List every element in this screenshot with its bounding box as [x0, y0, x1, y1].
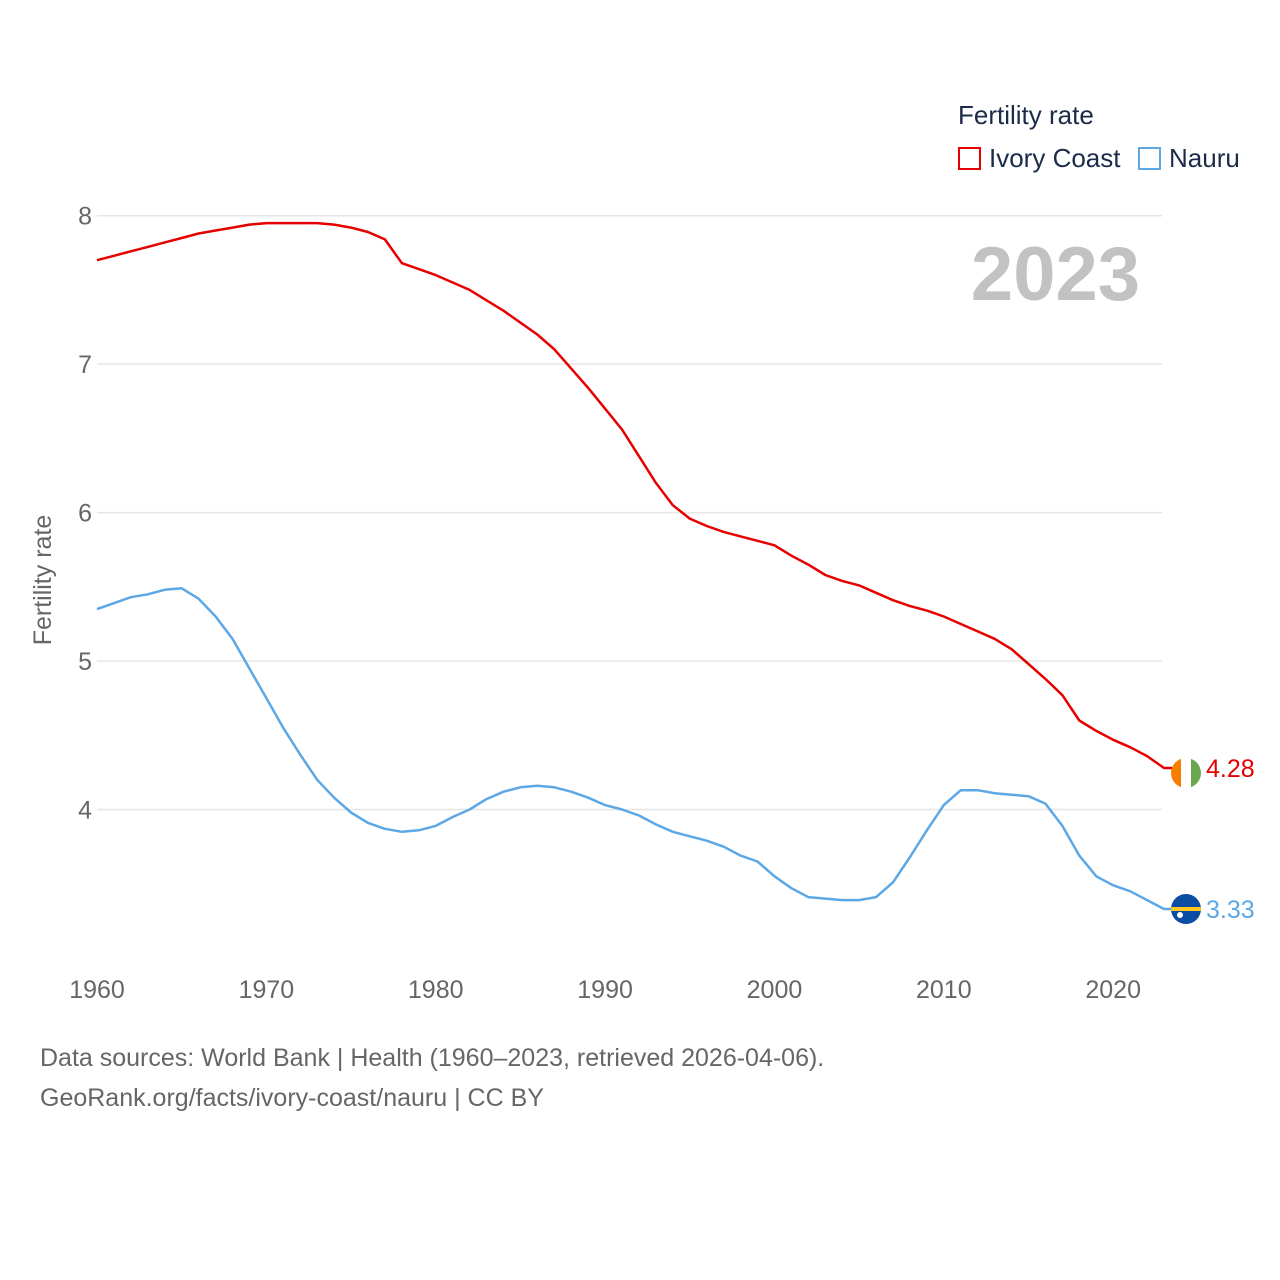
- nauru-flag-icon: [1171, 894, 1201, 924]
- footer-source: Data sources: World Bank | Health (1960–…: [40, 1044, 825, 1072]
- legend-swatch-nauru: [1138, 147, 1161, 170]
- end-value-label-ivory-coast: 4.28: [1206, 755, 1255, 783]
- end-value-label-nauru: 3.33: [1206, 896, 1255, 924]
- footer-credit: GeoRank.org/facts/ivory-coast/nauru | CC…: [40, 1084, 544, 1112]
- x-tick-label: 1960: [69, 976, 125, 1004]
- legend-swatch-ivory-coast: [958, 147, 981, 170]
- series-line-ivory-coast: [96, 221, 1172, 770]
- y-axis-label: Fertility rate: [29, 515, 57, 646]
- x-tick-label: 1980: [408, 976, 464, 1004]
- x-tick-label: 2010: [916, 976, 972, 1004]
- y-tick-label: 8: [78, 203, 92, 231]
- legend-label-ivory-coast: Ivory Coast: [989, 143, 1121, 173]
- y-tick-label: 6: [78, 500, 92, 528]
- x-tick-label: 1990: [577, 976, 633, 1004]
- x-tick-label: 1970: [239, 976, 295, 1004]
- x-tick-label: 2020: [1085, 976, 1141, 1004]
- series-line-nauru: [96, 587, 1172, 911]
- legend-title: Fertility rate: [958, 100, 1094, 130]
- legend-item-nauru[interactable]: Nauru: [1138, 143, 1240, 174]
- y-tick-label: 4: [78, 797, 92, 825]
- year-label: 2023: [971, 232, 1140, 317]
- x-tick-label: 2000: [747, 976, 803, 1004]
- y-tick-label: 7: [78, 351, 92, 379]
- y-tick-label: 5: [78, 648, 92, 676]
- legend-label-nauru: Nauru: [1169, 143, 1240, 173]
- legend-item-ivory-coast[interactable]: Ivory Coast: [958, 143, 1121, 174]
- ivory-coast-flag-icon: [1171, 758, 1201, 788]
